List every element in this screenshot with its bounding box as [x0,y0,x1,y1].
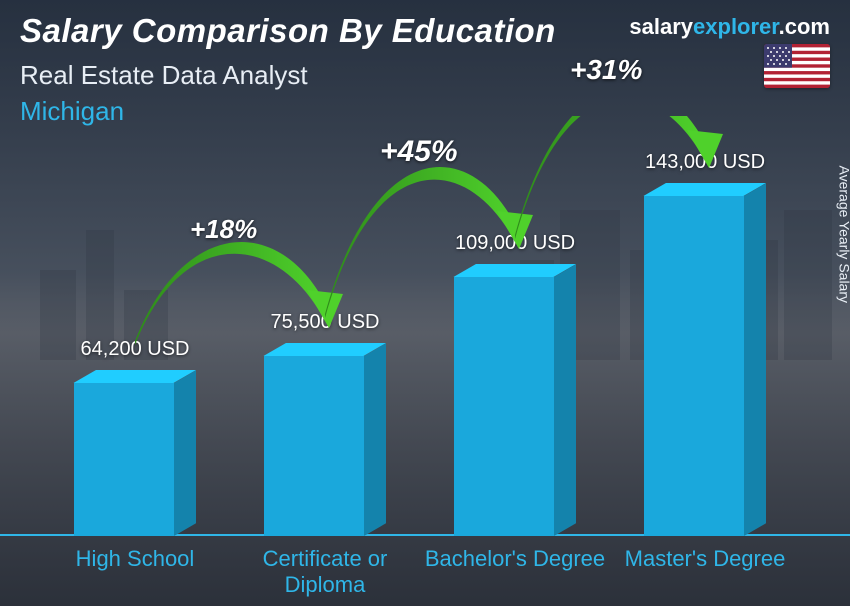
brand-text-suffix: .com [779,14,830,39]
bar [644,196,766,536]
bar-label: Certificate or Diploma [230,546,420,599]
bar-slot: 143,000 USDMaster's Degree [610,196,800,536]
bar-label: Bachelor's Degree [420,546,610,572]
infographic-canvas: Salary Comparison By Education Real Esta… [0,0,850,606]
bar-value: 143,000 USD [645,151,765,174]
increase-label: +18% [190,214,257,245]
bar-slot: 109,000 USDBachelor's Degree [420,277,610,536]
increase-label: +31% [570,54,642,86]
brand-text-accent: explorer [693,14,779,39]
page-title: Salary Comparison By Education [20,12,556,50]
bar [74,383,196,536]
bar-value: 109,000 USD [455,232,575,255]
brand-text-plain: salary [629,14,693,39]
bar-value: 64,200 USD [81,338,190,361]
bar-label: High School [40,546,230,572]
bar-label: Master's Degree [610,546,800,572]
job-title: Real Estate Data Analyst [20,60,308,91]
bar-value: 75,500 USD [271,311,380,334]
y-axis-label: Average Yearly Salary [836,166,850,304]
salary-bar-chart: 64,200 USDHigh School75,500 USDCertifica… [40,116,810,536]
increase-label: +45% [380,135,458,169]
country-flag-us [764,44,830,88]
bar-slot: 75,500 USDCertificate or Diploma [230,356,420,536]
bar [264,356,386,536]
bar-slot: 64,200 USDHigh School [40,383,230,536]
brand-logo: salaryexplorer.com [629,14,830,40]
bar [454,277,576,536]
